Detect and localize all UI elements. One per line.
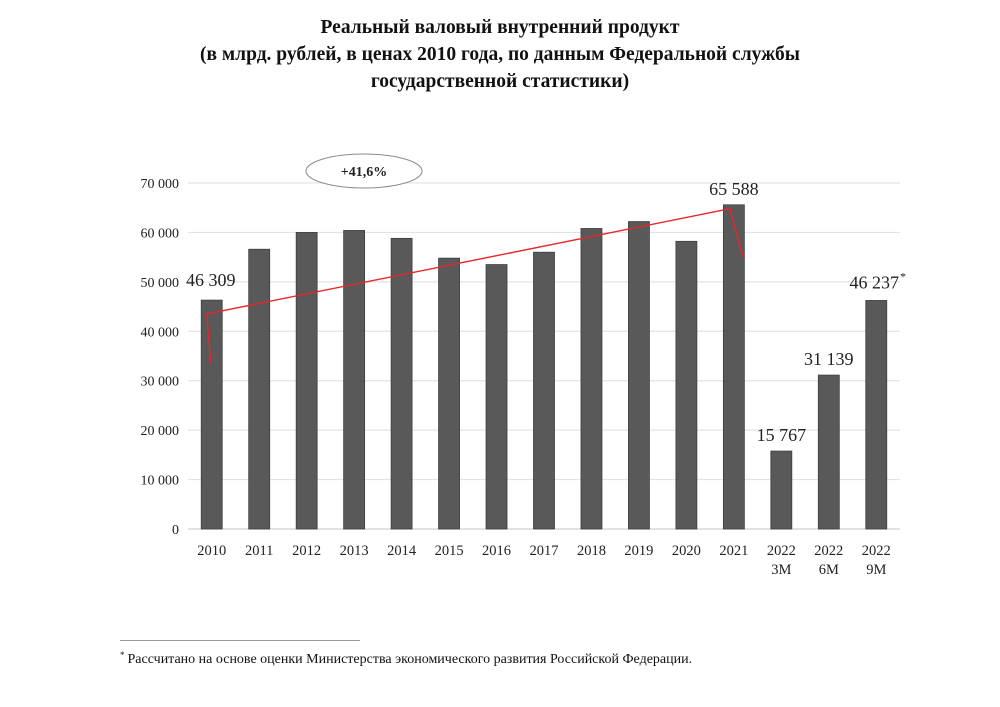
- bar: [580, 228, 603, 530]
- x-tick-label: 2019: [624, 543, 653, 559]
- x-tick-label: 2010: [197, 543, 226, 559]
- x-tick-label: 9M: [866, 562, 886, 578]
- footnote-marker: *: [120, 650, 125, 660]
- x-tick-label: 2022: [767, 543, 796, 559]
- y-tick-label: 10 000: [141, 474, 180, 489]
- bar: [675, 240, 698, 530]
- data-label: 46 309: [186, 270, 236, 290]
- x-tick-label: 2022: [814, 543, 843, 559]
- x-tick-label: 2020: [672, 543, 701, 559]
- data-label: 15 767: [757, 425, 807, 445]
- bar: [485, 264, 508, 530]
- bar: [295, 232, 318, 530]
- bar: [390, 237, 413, 530]
- x-tick-label: 2018: [577, 543, 606, 559]
- y-tick-label: 40 000: [141, 325, 180, 340]
- data-label: 65 588: [709, 179, 759, 199]
- x-tick-label: 2022: [862, 543, 891, 559]
- trend-annotation: +41,6%: [205, 153, 744, 364]
- y-tick-label: 60 000: [141, 226, 180, 241]
- data-label: 31 139: [804, 349, 854, 369]
- chart-title: Реальный валовый внутренний продукт (в м…: [0, 14, 1000, 95]
- x-tick-label: 6M: [819, 562, 839, 578]
- footnote: * Рассчитано на основе оценки Министерств…: [120, 650, 693, 668]
- y-tick-label: 20 000: [141, 424, 180, 439]
- chart-title-line-1: Реальный валовый внутренний продукт: [320, 17, 680, 38]
- y-axis: 0 10 000 20 000 30 000 40 000 50 000 60 000 70 …: [141, 177, 180, 538]
- y-tick-label: 70 000: [141, 177, 180, 192]
- x-tick-label: 2011: [245, 543, 273, 559]
- x-tick-label: 2017: [530, 543, 559, 559]
- bar: [865, 300, 888, 530]
- bar: [628, 221, 650, 530]
- chart-title-line-2: (в млрд. рублей, в ценах 2010 года, по д…: [199, 44, 800, 65]
- x-tick-label: 2021: [719, 543, 748, 559]
- y-tick-label: 0: [172, 523, 179, 538]
- trend-line: [205, 207, 744, 364]
- x-axis: 2010 2011 2012 2013 2014 2015 2016 2017 2018 2019…: [197, 543, 891, 578]
- x-tick-label: 2014: [387, 543, 417, 559]
- bar: [200, 299, 223, 530]
- x-tick-label: 2016: [482, 543, 511, 559]
- data-label: 46 237: [850, 272, 900, 292]
- x-tick-label: 2013: [340, 543, 369, 559]
- chart-title-line-3: государственной статистики): [370, 71, 630, 92]
- bar: [770, 450, 793, 530]
- bars: [200, 204, 888, 530]
- x-tick-label: 3M: [771, 562, 791, 578]
- y-tick-label: 30 000: [141, 375, 180, 390]
- bar: [533, 251, 555, 530]
- bar: [248, 248, 271, 530]
- x-tick-label: 2012: [292, 543, 321, 559]
- footnote-text: Рассчитано на основе оценки Министерства…: [127, 652, 693, 667]
- trend-label: +41,6%: [341, 165, 387, 180]
- data-labels: 46 309 65 588 15 767 31 139 46 237 *: [186, 179, 906, 445]
- x-tick-label: 2015: [435, 543, 464, 559]
- bar: [817, 374, 840, 530]
- bar: [722, 204, 745, 530]
- bar: [438, 257, 460, 530]
- footnote-divider: [120, 640, 360, 641]
- trend-label-ellipse: [305, 153, 423, 189]
- y-tick-label: 50 000: [141, 276, 180, 291]
- data-label-marker: *: [900, 269, 906, 283]
- bar: [343, 230, 366, 530]
